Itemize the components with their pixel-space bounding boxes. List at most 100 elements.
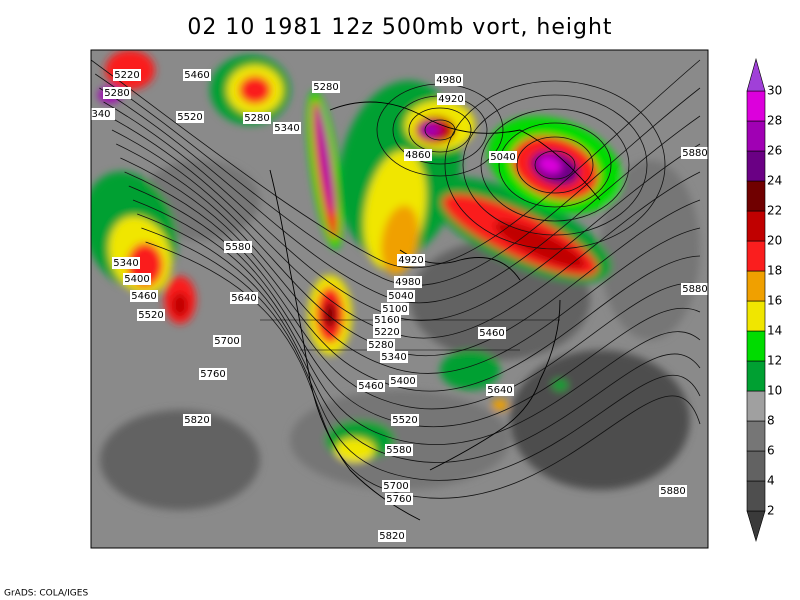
contour-label-box <box>389 375 417 387</box>
colorbar-label: 28 <box>767 114 782 128</box>
contour-label-box <box>387 290 415 302</box>
contour-line <box>94 73 701 286</box>
contour-loop <box>444 80 666 250</box>
contour-label: 5280 <box>368 340 393 351</box>
contour-label: 4920 <box>438 94 463 105</box>
contour-label: 340 <box>91 109 110 120</box>
contour-label: 5880 <box>682 148 707 159</box>
colorbar-segment <box>746 210 766 242</box>
contour-label: 5400 <box>124 274 149 285</box>
contour-label-box <box>489 151 517 163</box>
contour-label-box <box>183 414 211 426</box>
contour-label: 5280 <box>104 88 129 99</box>
colorbar-segment <box>746 450 766 482</box>
colorbar-label: 18 <box>767 264 782 278</box>
contour-label: 5700 <box>214 336 239 347</box>
contour-label: 5340 <box>381 352 406 363</box>
contour-label: 5340 <box>113 258 138 269</box>
contour-label-box <box>103 87 131 99</box>
contour-label: 5040 <box>388 291 413 302</box>
west-coast <box>269 169 421 521</box>
colorbar-label: 10 <box>767 384 782 398</box>
colorbar-label: 20 <box>767 234 782 248</box>
map-frame <box>90 49 709 549</box>
contour-line <box>124 171 701 410</box>
contour-label-box <box>357 380 385 392</box>
colorbar-label: 12 <box>767 354 782 368</box>
contour-label: 5460 <box>479 328 504 339</box>
contour-loop <box>534 150 576 180</box>
colorbar-top-triangle <box>746 57 766 92</box>
contour-label: 4980 <box>436 75 461 86</box>
contour-line <box>141 227 701 481</box>
contour-line <box>137 213 701 463</box>
contour-label-box <box>385 493 413 505</box>
colorbar-segment <box>746 330 766 362</box>
contour-label-box <box>91 108 115 120</box>
contour-label-box <box>367 339 395 351</box>
vorticity-blob <box>492 399 508 411</box>
colorbar-segment <box>746 480 766 512</box>
contour-label: 5640 <box>487 385 512 396</box>
contour-label: 5460 <box>131 291 156 302</box>
contour-line <box>116 143 701 374</box>
contour-loop <box>424 119 456 141</box>
vorticity-blob <box>335 438 375 462</box>
contour-label: 5460 <box>184 70 209 81</box>
contour-label-box <box>478 327 506 339</box>
contour-label-box <box>230 292 258 304</box>
vorticity-blob <box>494 221 586 269</box>
contour-label-box <box>373 314 401 326</box>
contour-label: 5820 <box>184 415 209 426</box>
contour-label-box <box>199 368 227 380</box>
colorbar-segment <box>746 270 766 302</box>
vorticity-blob <box>538 156 562 174</box>
contour-label-box <box>437 93 465 105</box>
credit: GrADS: COLA/IGES <box>4 589 88 599</box>
contour-label-box <box>391 414 419 426</box>
contour-line <box>99 87 701 304</box>
contour-label-box <box>486 384 514 396</box>
vorticity-blob <box>239 76 271 104</box>
contour-label: 5820 <box>379 531 404 542</box>
contour-label: 5280 <box>244 113 269 124</box>
colorbar-segment <box>746 120 766 152</box>
map-title: 02 10 1981 12z 500mb vort, height <box>187 15 612 40</box>
contour-label: 5460 <box>358 381 383 392</box>
contour-label: 5220 <box>114 70 139 81</box>
contour-label-box <box>176 111 204 123</box>
colorbar-label: 22 <box>767 204 782 218</box>
contour-label: 4980 <box>395 277 420 288</box>
contour-loop <box>462 94 648 236</box>
contour-label-box <box>130 290 158 302</box>
colorbar-label: 30 <box>767 84 782 98</box>
contour-label: 5640 <box>231 293 256 304</box>
vorticity-blob <box>100 410 260 510</box>
contour-loop <box>498 122 612 208</box>
colorbar-bottom-triangle <box>746 510 766 543</box>
contour-label: 5760 <box>200 369 225 380</box>
colorbar-label: 4 <box>767 474 775 488</box>
contour-loop <box>408 107 472 153</box>
arctic-coast <box>329 101 601 201</box>
contour-label-box <box>681 147 708 159</box>
contour-label-box <box>373 326 401 338</box>
colorbar-label: 6 <box>767 444 775 458</box>
contour-label-box <box>137 309 165 321</box>
contour-label: 5520 <box>138 310 163 321</box>
contour-label-box <box>113 69 141 81</box>
contour-line <box>91 59 701 269</box>
contour-label: 5760 <box>386 494 411 505</box>
colorbar-segment <box>746 180 766 212</box>
contour-label-box <box>394 276 422 288</box>
contour-label: 5880 <box>660 486 685 497</box>
vorticity-blob <box>552 379 568 391</box>
contour-label-box <box>681 283 708 295</box>
contour-label: 5040 <box>490 152 515 163</box>
contour-label-box <box>659 485 687 497</box>
contour-label-box <box>123 273 151 285</box>
